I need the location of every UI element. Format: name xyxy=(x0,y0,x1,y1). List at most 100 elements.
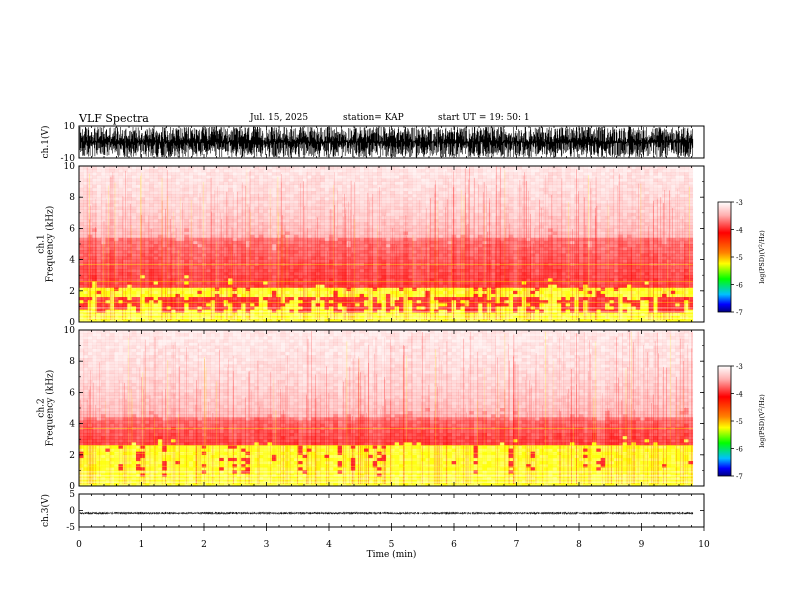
spectrogram-cell xyxy=(135,172,141,176)
spectrogram-cell xyxy=(144,178,150,182)
spectrogram-cell xyxy=(127,237,132,242)
spectrogram-cell xyxy=(149,268,154,273)
spectrogram-cell xyxy=(201,228,207,232)
spectrogram-cell xyxy=(197,215,203,220)
spectrogram-cell xyxy=(460,194,466,198)
spectrogram-cell xyxy=(403,187,409,192)
spectrogram-cell xyxy=(153,281,159,285)
spectrogram-cell xyxy=(477,231,483,235)
spectrogram-cell xyxy=(219,225,224,229)
spectrogram-cell xyxy=(149,278,154,282)
spectrogram-cell xyxy=(381,172,387,176)
spectrogram-cell xyxy=(184,181,189,186)
spectrogram-cell xyxy=(135,253,141,257)
spectrogram-cell xyxy=(451,184,457,189)
spectrogram-cell xyxy=(447,293,452,298)
spectrogram-cell xyxy=(149,272,154,276)
spectrogram-cell xyxy=(232,209,238,214)
spectrogram-cell xyxy=(214,309,220,313)
spectrogram-cell xyxy=(285,278,290,282)
spectrogram-cell xyxy=(504,250,509,254)
spectrogram-cell xyxy=(263,231,268,235)
spectrogram-cell xyxy=(473,209,479,214)
spectrogram-cell xyxy=(210,300,216,304)
spectrogram-cell xyxy=(276,228,281,232)
spectrogram-cell xyxy=(219,300,224,304)
spectrogram-cell xyxy=(355,256,360,260)
spectrogram-cell xyxy=(236,228,242,232)
spectrogram-cell xyxy=(416,312,422,317)
spectrogram-cell xyxy=(293,219,299,223)
spectrogram-cell xyxy=(333,231,338,235)
spectrogram-cell xyxy=(298,272,303,276)
spectrogram-cell xyxy=(381,244,387,248)
spectrogram-cell xyxy=(469,293,474,298)
spectrogram-cell xyxy=(403,194,409,198)
spectrogram-cell xyxy=(425,250,431,254)
spectrogram-cell xyxy=(495,181,501,186)
spectrogram-cell xyxy=(298,181,303,186)
spectrogram-cell xyxy=(293,278,299,282)
spectrogram-cell xyxy=(390,265,395,270)
spectrogram-cell xyxy=(302,284,308,288)
spectrogram-cell xyxy=(355,231,360,235)
spectrogram-cell xyxy=(105,222,110,226)
spectrogram-cell xyxy=(425,206,431,210)
spectrogram-cell xyxy=(504,181,509,186)
spectrogram-cell xyxy=(473,303,479,307)
spectrogram-cell xyxy=(298,318,303,323)
spectrogram-cell xyxy=(96,178,102,182)
spectrogram-cell xyxy=(249,175,255,179)
spectrogram-cell xyxy=(223,300,229,304)
spectrogram-cell xyxy=(399,184,404,189)
spectrogram-cell xyxy=(219,297,224,301)
spectrogram-cell xyxy=(214,315,220,320)
spectrogram-cell xyxy=(175,240,181,245)
spectrogram-cell xyxy=(412,281,417,285)
spectrogram-cell xyxy=(241,203,246,207)
spectrogram-cell xyxy=(232,303,238,307)
spectrogram-cell xyxy=(258,237,264,242)
spectrogram-cell xyxy=(114,297,119,301)
spectrogram-cell xyxy=(407,175,413,179)
spectrogram-cell xyxy=(192,297,198,301)
spectrogram-cell xyxy=(249,200,255,204)
spectrogram-cell xyxy=(438,219,444,223)
spectrogram-cell xyxy=(171,303,176,307)
spectrogram-cell xyxy=(162,181,167,186)
spectrogram-cell xyxy=(245,181,251,186)
spectrogram-cell xyxy=(192,225,198,229)
spectrogram-cell xyxy=(254,253,260,257)
spectrogram-cell xyxy=(219,194,224,198)
spectrogram-cell xyxy=(223,231,229,235)
spectrogram-cell xyxy=(228,250,233,254)
spectrogram-cell xyxy=(188,250,194,254)
spectrogram-cell xyxy=(131,209,137,214)
spectrogram-cell xyxy=(267,318,273,323)
spectrogram-cell xyxy=(241,172,246,176)
spectrogram-cell xyxy=(192,222,198,226)
spectrogram-cell xyxy=(131,297,137,301)
spectrogram-cell xyxy=(491,318,496,323)
spectrogram-cell xyxy=(420,175,426,179)
spectrogram-cell xyxy=(289,215,295,220)
spectrogram-cell xyxy=(87,219,93,223)
spectrogram-cell xyxy=(258,293,264,298)
spectrogram-cell xyxy=(96,212,102,217)
spectrogram-cell xyxy=(342,312,347,317)
spectrogram-cell xyxy=(122,303,128,307)
spectrogram-cell xyxy=(214,190,220,195)
spectrogram-cell xyxy=(429,259,435,264)
spectrogram-cell xyxy=(153,175,159,179)
spectrogram-cell xyxy=(359,275,365,279)
spectrogram-cell xyxy=(267,228,273,232)
spectrogram-cell xyxy=(504,215,509,220)
spectrogram-cell xyxy=(359,309,365,313)
spectrogram-cell xyxy=(214,228,220,232)
spectrogram-cell xyxy=(438,166,444,170)
spectrogram-cell xyxy=(315,203,321,207)
spectrogram-cell xyxy=(377,312,382,317)
spectrogram-cell xyxy=(245,228,251,232)
spectrogram-cell xyxy=(100,237,106,242)
spectrogram-cell xyxy=(289,209,295,214)
